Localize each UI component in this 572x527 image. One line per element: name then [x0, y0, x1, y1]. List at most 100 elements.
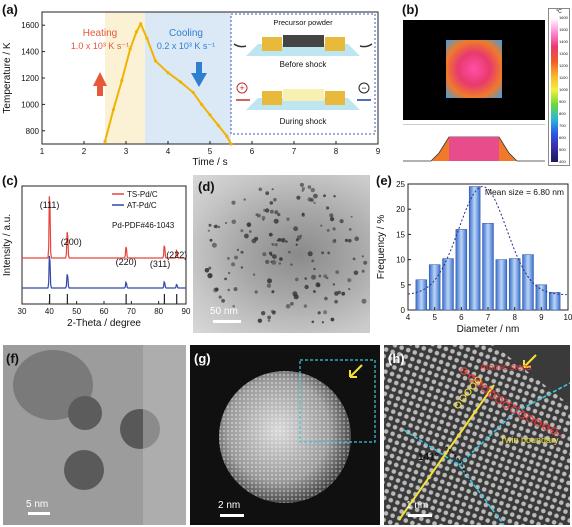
x-tick-label-c: 80 — [154, 307, 163, 316]
nanoparticle-d — [224, 277, 227, 281]
data-point-a — [200, 102, 204, 106]
nanoparticle-d — [286, 217, 290, 221]
nanoparticle-d — [327, 251, 331, 255]
nanoparticle-d — [313, 201, 316, 204]
x-tick-label-c: 30 — [18, 307, 27, 316]
thermal-profile — [403, 124, 545, 165]
y-tick-label-a: 1400 — [21, 48, 39, 57]
nanoparticle-d — [273, 218, 279, 224]
scale-unit: °C — [556, 9, 562, 15]
haadf-particle — [219, 359, 376, 503]
nanoparticle-d — [301, 187, 305, 191]
x-tick-label-e: 4 — [406, 313, 411, 322]
nanoparticle-d — [307, 197, 312, 202]
particle-f-1 — [68, 396, 102, 430]
scalebar-g — [220, 514, 244, 517]
panel-label-g: (g) — [194, 351, 211, 366]
data-point-a — [145, 36, 149, 41]
histogram-bar — [495, 259, 508, 311]
x-tick-label-e: 10 — [564, 313, 572, 322]
atomic-step-marker — [460, 367, 468, 375]
nanoparticle-d — [326, 228, 330, 232]
nanoparticle-d — [221, 298, 225, 303]
nanoparticle-d — [344, 238, 349, 242]
nanoparticle-d — [307, 251, 313, 257]
haadf-image-g — [190, 345, 380, 525]
heating-rate: 1.0 x 10³ K s⁻¹ — [71, 41, 129, 51]
y-tick-label-e: 10 — [396, 256, 405, 265]
nanoparticle-d — [214, 287, 219, 292]
nanoparticle-d — [363, 260, 368, 265]
histogram-bar — [522, 254, 534, 311]
panel-label-f: (f) — [6, 351, 19, 366]
nanoparticle-d — [279, 257, 283, 261]
nanoparticle-d — [254, 236, 259, 241]
atomic-step-marker — [495, 396, 503, 404]
nanoparticle-d — [339, 219, 344, 224]
nanoparticle-d — [341, 291, 346, 296]
nanoparticle-d — [321, 251, 324, 255]
nanoparticle-d — [315, 282, 321, 288]
data-point-a — [225, 134, 229, 138]
nanoparticle-d — [280, 238, 286, 243]
x-tick-label-a: 1 — [40, 147, 45, 156]
nanoparticle-d — [354, 236, 359, 242]
scalebar-f — [28, 512, 50, 515]
size-distribution-chart: 4 5 6 7 8 9 10 0 5 10 15 20 25 Diameter / nm Frequency… — [376, 180, 572, 335]
nanoparticle-d — [232, 304, 235, 308]
nanoparticle-d — [332, 239, 337, 244]
nanoparticle-d — [324, 296, 328, 301]
nanoparticle-d — [313, 290, 316, 293]
nanoparticle-d — [288, 250, 291, 254]
nanoparticle-d — [265, 191, 270, 196]
nanoparticle-d — [225, 222, 227, 224]
nanoparticle-d — [311, 274, 316, 280]
nanoparticle-d — [211, 242, 217, 248]
angle-arc-icon — [445, 446, 467, 476]
mean-size-annotation: Mean size = 6.80 nm — [485, 187, 564, 197]
nanoparticle-d — [285, 304, 291, 309]
xrd-chart: 30 40 50 60 70 80 90 2-Theta / degree Intensity … — [2, 185, 191, 329]
scalebar-d — [213, 320, 241, 323]
histogram-bar — [548, 292, 561, 311]
nanoparticle-d — [274, 243, 278, 247]
scale-tick-label: 1400 — [559, 39, 568, 44]
particle-f-3 — [64, 450, 104, 490]
nanoparticle-d — [257, 318, 263, 323]
panel-label-c: (c) — [2, 173, 18, 188]
nanoparticle-d — [290, 263, 293, 266]
xrd-series-AT-Pd/C — [22, 255, 186, 289]
y-tick-label-a: 1000 — [21, 100, 39, 109]
x-tick-label-a: 9 — [376, 147, 381, 156]
nanoparticle-d — [272, 254, 277, 259]
inset-before-label: Before shock — [280, 60, 328, 69]
nanoparticle-d — [217, 225, 221, 229]
nanoparticle-d — [261, 215, 266, 220]
cooling-label: Cooling — [169, 28, 203, 39]
nanoparticle-d — [274, 210, 279, 215]
atomic-step-marker — [488, 391, 496, 399]
tem-image-d — [193, 175, 370, 333]
minus-terminal-icon — [358, 82, 370, 94]
nanoparticle-d — [273, 310, 276, 313]
nanoparticle-d — [270, 260, 273, 263]
scale-tick-label: 1200 — [559, 63, 568, 68]
data-point-a — [120, 79, 124, 83]
nanoparticle-d — [267, 278, 272, 284]
scale-tick-label: 1300 — [559, 51, 568, 56]
data-point-a — [111, 108, 115, 112]
zoom-region-box — [299, 359, 376, 443]
peak-label-311: (311) — [150, 259, 170, 269]
data-point-a — [139, 22, 143, 26]
nanoparticle-d — [231, 262, 236, 267]
atomic-step-marker — [526, 415, 534, 423]
atomic-steps-label: Atomic steps — [480, 362, 532, 372]
atomic-step-marker — [510, 406, 518, 414]
nanoparticle-d — [226, 256, 230, 260]
x-tick-label-a: 5 — [208, 147, 213, 156]
atomic-step-marker — [518, 411, 526, 419]
nanoparticle-d — [299, 234, 303, 237]
nanoparticle-d — [240, 266, 244, 269]
nanoparticle-d — [332, 283, 336, 286]
nanoparticle-d — [330, 217, 335, 222]
